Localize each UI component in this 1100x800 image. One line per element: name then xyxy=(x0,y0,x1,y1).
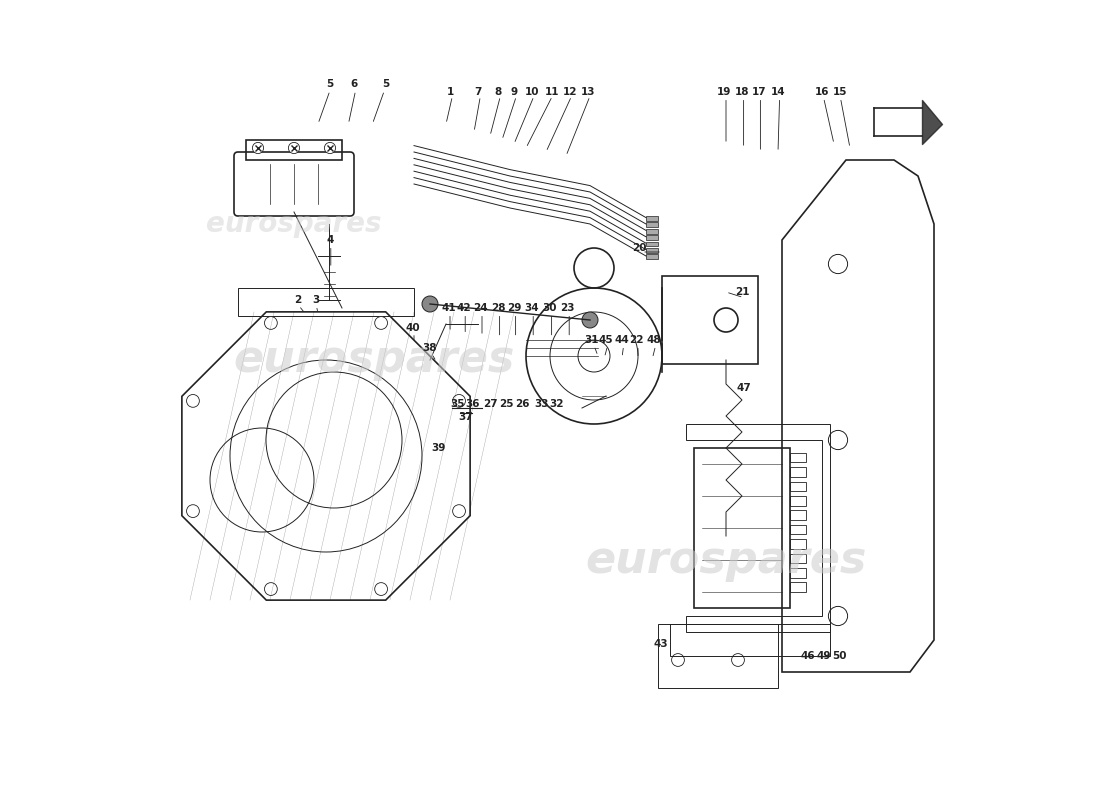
Circle shape xyxy=(452,505,465,518)
Text: 10: 10 xyxy=(525,87,540,97)
Bar xyxy=(790,539,806,549)
Text: 34: 34 xyxy=(525,303,539,313)
Bar xyxy=(694,448,790,608)
Text: 18: 18 xyxy=(735,87,749,97)
Bar xyxy=(790,582,806,592)
Text: 38: 38 xyxy=(422,343,438,353)
Text: 8: 8 xyxy=(494,87,502,97)
Text: 47: 47 xyxy=(736,383,751,393)
Bar xyxy=(646,248,658,253)
Text: 32: 32 xyxy=(549,399,563,409)
Circle shape xyxy=(264,582,277,595)
Circle shape xyxy=(582,312,598,328)
Text: 33: 33 xyxy=(534,399,549,409)
Text: 9: 9 xyxy=(510,87,518,97)
Text: 24: 24 xyxy=(473,303,487,313)
Bar xyxy=(646,235,658,240)
Text: 36: 36 xyxy=(465,399,480,409)
Text: 17: 17 xyxy=(752,87,767,97)
Text: 28: 28 xyxy=(491,303,505,313)
Bar xyxy=(790,525,806,534)
Text: 22: 22 xyxy=(629,335,644,345)
Bar xyxy=(246,140,342,160)
Bar xyxy=(658,624,778,688)
Text: 6: 6 xyxy=(351,79,358,89)
Bar xyxy=(790,467,806,477)
Text: 15: 15 xyxy=(833,87,847,97)
Circle shape xyxy=(324,142,336,154)
Circle shape xyxy=(422,296,438,312)
Text: 29: 29 xyxy=(507,303,521,313)
Bar xyxy=(646,216,658,221)
Text: 31: 31 xyxy=(584,335,598,345)
Text: 7: 7 xyxy=(474,87,482,97)
Text: 1: 1 xyxy=(447,87,453,97)
Text: 14: 14 xyxy=(771,87,785,97)
Bar xyxy=(646,222,658,227)
Circle shape xyxy=(375,317,387,330)
Text: 25: 25 xyxy=(498,399,514,409)
Text: 43: 43 xyxy=(653,639,668,649)
Bar xyxy=(790,510,806,520)
Bar xyxy=(646,242,658,246)
Bar xyxy=(670,624,830,656)
Text: 12: 12 xyxy=(563,87,578,97)
Text: 19: 19 xyxy=(717,87,732,97)
Text: 5: 5 xyxy=(383,79,389,89)
Text: eurospares: eurospares xyxy=(585,538,867,582)
Text: 30: 30 xyxy=(542,303,558,313)
Text: eurospares: eurospares xyxy=(233,338,515,382)
Text: 45: 45 xyxy=(598,335,614,345)
Bar xyxy=(790,554,806,563)
Text: 35: 35 xyxy=(451,399,465,409)
Text: 16: 16 xyxy=(815,87,829,97)
Circle shape xyxy=(187,394,199,407)
Text: 44: 44 xyxy=(615,335,629,345)
Circle shape xyxy=(375,582,387,595)
Text: 5: 5 xyxy=(327,79,333,89)
Circle shape xyxy=(264,317,277,330)
Text: 49: 49 xyxy=(816,651,831,661)
Text: 3: 3 xyxy=(312,295,319,305)
Text: 27: 27 xyxy=(483,399,497,409)
Text: 50: 50 xyxy=(833,651,847,661)
Bar xyxy=(790,568,806,578)
Text: 4: 4 xyxy=(327,235,333,245)
Text: 21: 21 xyxy=(735,287,749,297)
Bar xyxy=(790,482,806,491)
Text: 13: 13 xyxy=(581,87,596,97)
Circle shape xyxy=(288,142,299,154)
Text: 42: 42 xyxy=(456,303,471,313)
Text: 11: 11 xyxy=(546,87,560,97)
Bar xyxy=(790,453,806,462)
Text: 26: 26 xyxy=(515,399,529,409)
Bar xyxy=(646,229,658,234)
Text: 39: 39 xyxy=(431,443,446,453)
Text: 37: 37 xyxy=(458,412,473,422)
Text: 2: 2 xyxy=(295,295,301,305)
Text: 20: 20 xyxy=(632,243,647,253)
Bar xyxy=(646,254,658,259)
Bar xyxy=(790,496,806,506)
Bar xyxy=(238,288,414,316)
Text: 48: 48 xyxy=(647,335,661,345)
Text: 41: 41 xyxy=(441,303,455,313)
Text: eurospares: eurospares xyxy=(207,210,382,238)
Circle shape xyxy=(252,142,264,154)
Circle shape xyxy=(187,505,199,518)
Text: 23: 23 xyxy=(560,303,575,313)
Circle shape xyxy=(452,394,465,407)
Text: 40: 40 xyxy=(405,323,420,333)
Bar xyxy=(662,276,758,364)
Text: 46: 46 xyxy=(801,651,815,661)
